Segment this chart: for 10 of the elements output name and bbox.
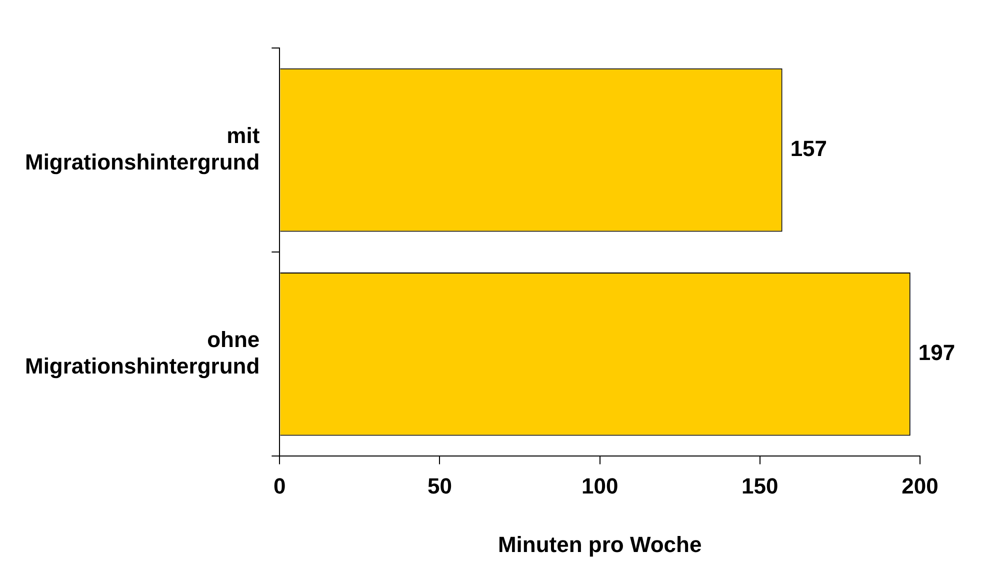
x-tick-label: 200 bbox=[902, 473, 938, 498]
x-tick-label: 50 bbox=[427, 473, 452, 498]
data-label: 157 bbox=[790, 136, 828, 162]
x-tick-label: 100 bbox=[581, 473, 618, 498]
y-tick-label: ohne Migrationshintergrund bbox=[24, 327, 260, 378]
y-tick-label: mit Migrationshintergrund bbox=[24, 122, 260, 174]
x-tick-label: 150 bbox=[742, 473, 778, 498]
x-tick-label: 0 bbox=[274, 473, 286, 498]
data-label: 197 bbox=[918, 340, 956, 366]
x-axis-title: Minuten pro Woche bbox=[498, 532, 702, 557]
